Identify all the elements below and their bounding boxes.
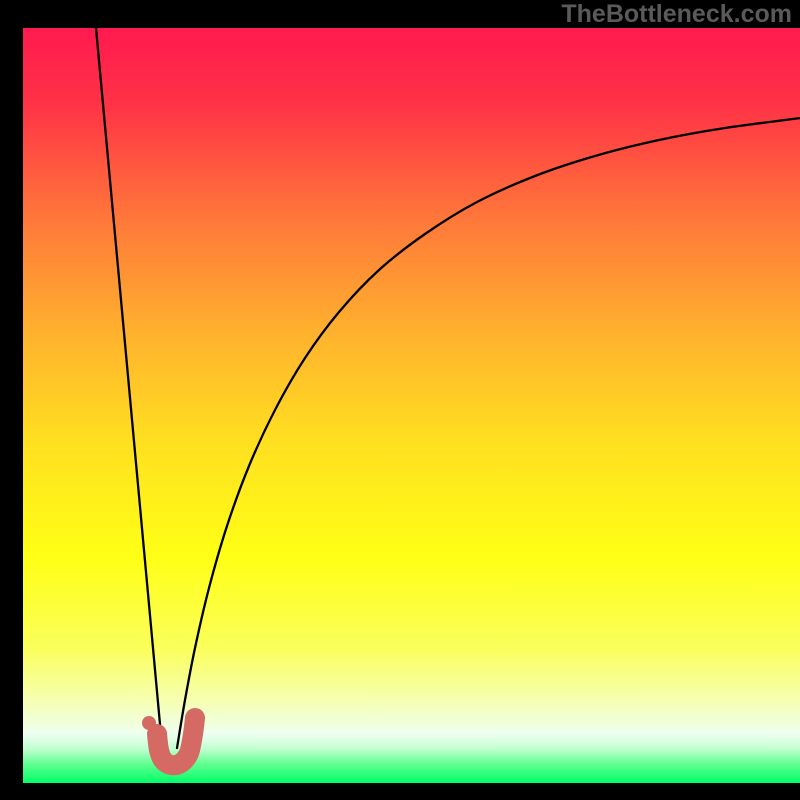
chart-container: TheBottleneck.com [0, 0, 800, 800]
marker-hook [157, 718, 195, 765]
bottleneck-curves [96, 28, 800, 748]
curve-overlay [23, 28, 800, 783]
plot-area [23, 28, 800, 783]
sweet-spot-marker [142, 716, 195, 765]
right-ascent-curve [177, 118, 800, 748]
watermark-label: TheBottleneck.com [561, 0, 792, 29]
left-descent-line [96, 28, 162, 746]
